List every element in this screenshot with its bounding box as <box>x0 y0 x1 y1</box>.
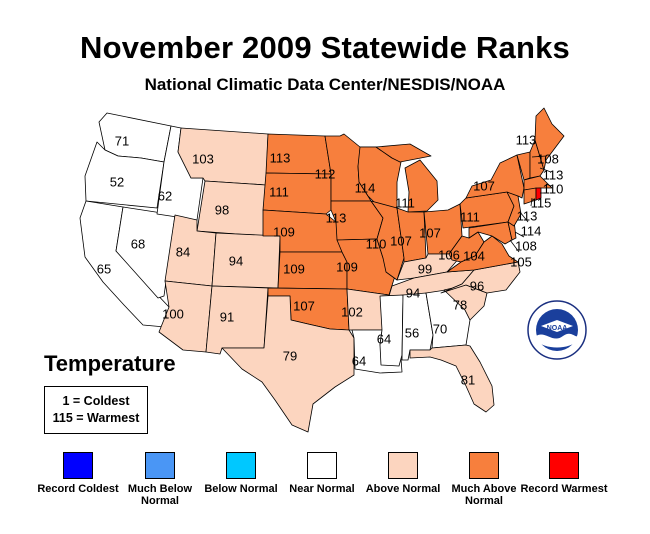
rank-WY: 98 <box>215 202 229 217</box>
rank-NJ: 114 <box>521 223 542 238</box>
legend-label: Below Normal <box>204 483 278 495</box>
legend-item-above-normal: Above Normal <box>358 452 448 495</box>
rank-MA: 110 <box>543 181 564 196</box>
rank-NE: 109 <box>273 224 295 239</box>
legend-swatch <box>145 452 175 479</box>
rank-NM: 91 <box>220 309 234 324</box>
rank-ME: 113 <box>516 132 537 147</box>
legend-swatch <box>388 452 418 479</box>
rank-MT: 103 <box>192 151 214 166</box>
state-NY <box>465 154 525 199</box>
legend-item-much-above-normal: Much Above Normal <box>439 452 529 507</box>
state-FL <box>409 344 495 413</box>
state-WY <box>196 180 267 237</box>
rank-NY: 107 <box>473 178 495 193</box>
rank-UT: 84 <box>176 244 190 259</box>
state-ME <box>534 107 565 171</box>
noaa-logo: NOAA <box>527 300 587 360</box>
legend-swatch <box>307 452 337 479</box>
rank-IN: 107 <box>390 233 412 248</box>
rank-TN: 94 <box>406 285 420 300</box>
rank-KS: 109 <box>283 261 305 276</box>
rank-OK: 107 <box>293 298 315 313</box>
rank-ND: 113 <box>270 150 291 165</box>
rank-ID: 62 <box>158 188 172 203</box>
rank-PA: 111 <box>460 209 480 224</box>
state-RI <box>535 187 542 201</box>
legend-label: Record Warmest <box>520 483 608 495</box>
rank-KY: 99 <box>418 261 432 276</box>
state-NM <box>205 285 269 355</box>
rank-WA: 71 <box>115 133 129 148</box>
rank-AR: 102 <box>341 304 363 319</box>
rank-FL: 81 <box>461 372 475 387</box>
variable-label: Temperature <box>44 351 176 376</box>
rank-CO: 94 <box>229 253 243 268</box>
rank-OH: 107 <box>419 225 441 240</box>
scale-coldest: 1 = Coldest <box>62 394 130 408</box>
rank-DE: 108 <box>515 238 537 253</box>
rank-MS: 64 <box>377 331 391 346</box>
rank-VA: 104 <box>463 248 485 263</box>
rank-RI: 115 <box>531 195 552 210</box>
legend-swatch <box>226 452 256 479</box>
rank-TX: 79 <box>283 348 297 363</box>
legend-item-much-below-normal: Much Below Normal <box>115 452 205 507</box>
scale-key: 1 = Coldest 115 = Warmest <box>44 386 148 434</box>
state-SD <box>262 172 332 215</box>
state-NC <box>440 261 521 294</box>
rank-SD: 111 <box>269 184 289 199</box>
legend-swatch <box>469 452 499 479</box>
legend-label: Near Normal <box>289 483 355 495</box>
rank-SC: 78 <box>453 297 467 312</box>
noaa-logo-text: NOAA <box>547 325 568 332</box>
rank-AL: 56 <box>405 325 419 340</box>
rank-NV: 68 <box>131 236 145 251</box>
rank-NC: 96 <box>470 278 484 293</box>
legend-label: Above Normal <box>365 483 441 495</box>
rank-OR: 52 <box>110 174 124 189</box>
legend-item-record-coldest: Record Coldest <box>33 452 123 495</box>
rank-MN: 112 <box>315 166 336 181</box>
legend-item-below-normal: Below Normal <box>196 452 286 495</box>
state-VA <box>446 235 519 273</box>
rank-VT: 108 <box>537 151 559 166</box>
scale-warmest: 115 = Warmest <box>52 411 140 425</box>
legend-label: Much Below Normal <box>127 483 193 507</box>
rank-GA: 70 <box>433 321 447 336</box>
map-subtitle: National Climatic Data Center/NESDIS/NOA… <box>144 75 506 94</box>
legend-swatch <box>549 452 579 479</box>
state-CO <box>211 232 281 289</box>
leader-lines <box>509 155 552 253</box>
legend-item-record-warmest: Record Warmest <box>519 452 609 495</box>
rank-MO: 109 <box>336 259 358 274</box>
state-MI <box>375 143 439 213</box>
rank-LA: 64 <box>352 353 366 368</box>
rank-MD: 105 <box>510 254 532 269</box>
legend-item-near-normal: Near Normal <box>277 452 367 495</box>
legend-swatch <box>63 452 93 479</box>
rank-CT: 113 <box>517 208 538 223</box>
state-TX <box>221 295 355 433</box>
rank-WV: 106 <box>438 247 460 262</box>
legend-label: Much Above Normal <box>451 483 517 507</box>
rank-AZ: 100 <box>162 306 184 321</box>
rank-IL: 110 <box>366 236 387 251</box>
map-title: November 2009 Statewide Ranks <box>80 30 570 65</box>
rank-CA: 65 <box>97 261 111 276</box>
rank-MI: 111 <box>395 195 415 210</box>
rank-IA: 113 <box>326 210 347 225</box>
legend-label: Record Coldest <box>37 483 119 495</box>
rank-WI: 114 <box>355 180 376 195</box>
